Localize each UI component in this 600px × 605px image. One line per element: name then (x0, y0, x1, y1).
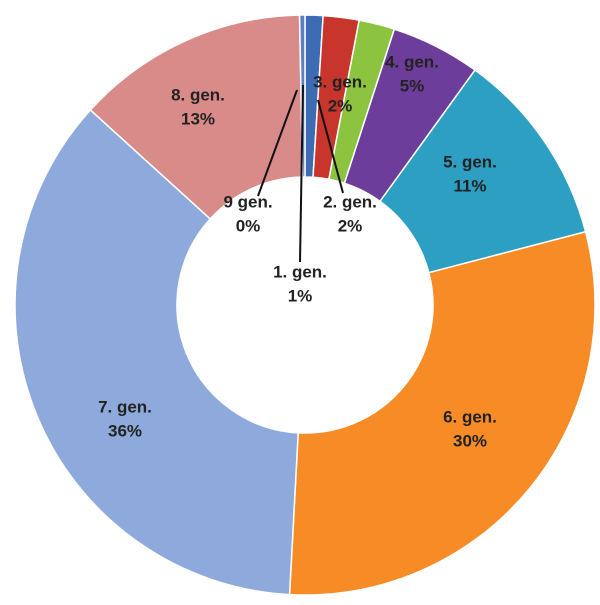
slice-value: 30% (453, 431, 487, 450)
leader-line (299, 84, 304, 263)
slice-category: 6. gen. (443, 407, 497, 426)
leader-line (317, 99, 344, 194)
slice-category: 1. gen. (273, 262, 327, 281)
slice-value: 1% (288, 286, 313, 305)
slice (89, 14, 304, 220)
slice-category: 2. gen. (323, 192, 377, 211)
slice-category: 7. gen. (98, 397, 152, 416)
slice-category: 8. gen. (171, 85, 225, 104)
slice-value: 36% (108, 421, 142, 440)
slice-category: 3. gen. (313, 72, 367, 91)
slice (14, 108, 299, 596)
slice-value: 2% (328, 96, 353, 115)
slice-value: 2% (338, 216, 363, 235)
leader-line (257, 89, 298, 197)
slice-value: 0% (236, 216, 261, 235)
slice-category: 5. gen. (443, 152, 497, 171)
slice (288, 230, 596, 596)
slice-value: 13% (181, 109, 215, 128)
slice (378, 69, 587, 274)
slice-category: 9 gen. (223, 192, 272, 211)
slice-category: 4. gen. (385, 52, 439, 71)
slice-value: 5% (400, 76, 425, 95)
slice-value: 11% (453, 176, 486, 195)
